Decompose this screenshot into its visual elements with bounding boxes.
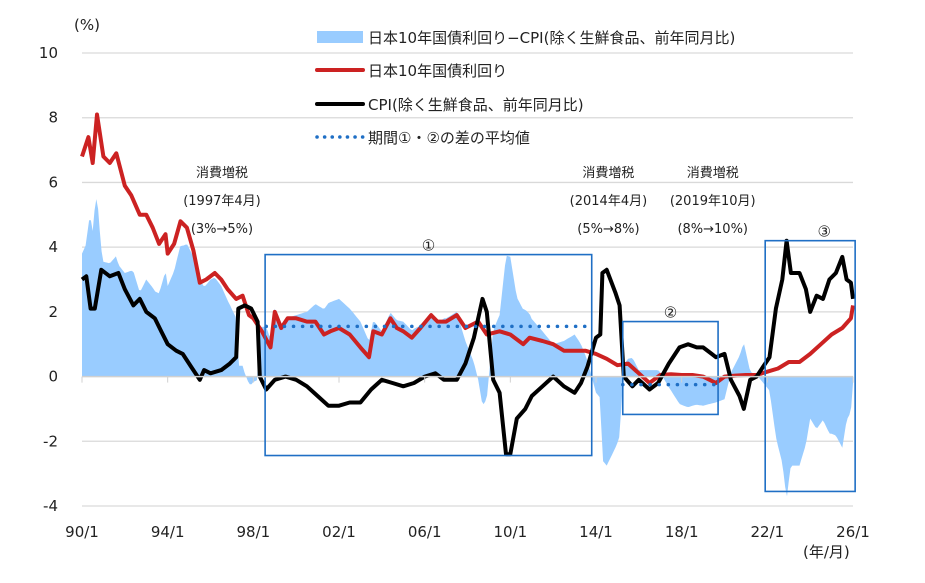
tax-annotation-line: (2014年4月) bbox=[570, 194, 648, 209]
tax-annotation-line: (3%→5%) bbox=[191, 222, 253, 237]
legend-label: 日本10年国債利回り−CPI(除く生鮮食品、前年同月比) bbox=[368, 29, 735, 47]
period-box bbox=[264, 253, 593, 457]
x-tick-label: 26/1 bbox=[836, 523, 870, 541]
tax-annotation-line: 消費増税 bbox=[687, 166, 739, 181]
x-tick-label: 22/1 bbox=[750, 523, 784, 541]
spread-area-path bbox=[82, 199, 853, 497]
legend-label: CPI(除く生鮮食品、前年同月比) bbox=[368, 96, 584, 114]
tax-annotation-line: 消費増税 bbox=[582, 166, 634, 181]
x-tick-label: 90/1 bbox=[65, 523, 99, 541]
tax-annotation-line: (8%→10%) bbox=[677, 222, 748, 237]
y-tick-label: 8 bbox=[48, 109, 58, 127]
legend-swatch-spread bbox=[317, 31, 363, 43]
tax-annotation-line: 消費増税 bbox=[196, 166, 248, 181]
legend-label: 日本10年国債利回り bbox=[368, 62, 507, 80]
tax-annotation-line: (2019年10月) bbox=[670, 194, 756, 209]
y-tick-label: 0 bbox=[48, 368, 58, 386]
y-tick-label: -4 bbox=[43, 497, 58, 515]
y-tick-label: 4 bbox=[48, 238, 58, 256]
x-unit-label: (年/月) bbox=[803, 543, 850, 561]
x-tick-label: 18/1 bbox=[665, 523, 699, 541]
legend-label: 期間①・②の差の平均値 bbox=[368, 129, 530, 147]
period-box-label: ② bbox=[664, 304, 677, 322]
y-unit-label: (%) bbox=[74, 16, 100, 34]
x-tick-label: 14/1 bbox=[579, 523, 613, 541]
legend: 日本10年国債利回り−CPI(除く生鮮食品、前年同月比) 日本10年国債利回り CP… bbox=[315, 29, 735, 147]
period-boxes: ① ② ③ bbox=[264, 223, 856, 493]
period-box-label: ① bbox=[422, 237, 435, 255]
spread-area bbox=[82, 199, 853, 497]
y-tick-label: 10 bbox=[39, 44, 58, 62]
y-tick-label: 2 bbox=[48, 303, 58, 321]
x-tick-label: 98/1 bbox=[236, 523, 270, 541]
annotations: 消費増税 (1997年4月) (3%→5%) 消費増税 (2014年4月) (5%→8%)… bbox=[183, 166, 755, 237]
x-tick-label: 94/1 bbox=[151, 523, 185, 541]
y-tick-label: -2 bbox=[43, 432, 58, 450]
tax-annotation-line: (5%→8%) bbox=[577, 222, 639, 237]
period-box bbox=[764, 239, 856, 493]
period-box-label: ③ bbox=[817, 223, 830, 241]
x-tick-label: 10/1 bbox=[493, 523, 527, 541]
x-tick-label: 02/1 bbox=[322, 523, 356, 541]
x-tick-label: 06/1 bbox=[408, 523, 442, 541]
tax-annotation-line: (1997年4月) bbox=[183, 194, 261, 209]
y-tick-label: 6 bbox=[48, 173, 58, 191]
period-box bbox=[621, 320, 719, 416]
axes: -4 -2 0 2 4 6 8 10 90/1 94/1 98/1 02/1 06/1 10/1 14/1 1… bbox=[39, 44, 870, 541]
